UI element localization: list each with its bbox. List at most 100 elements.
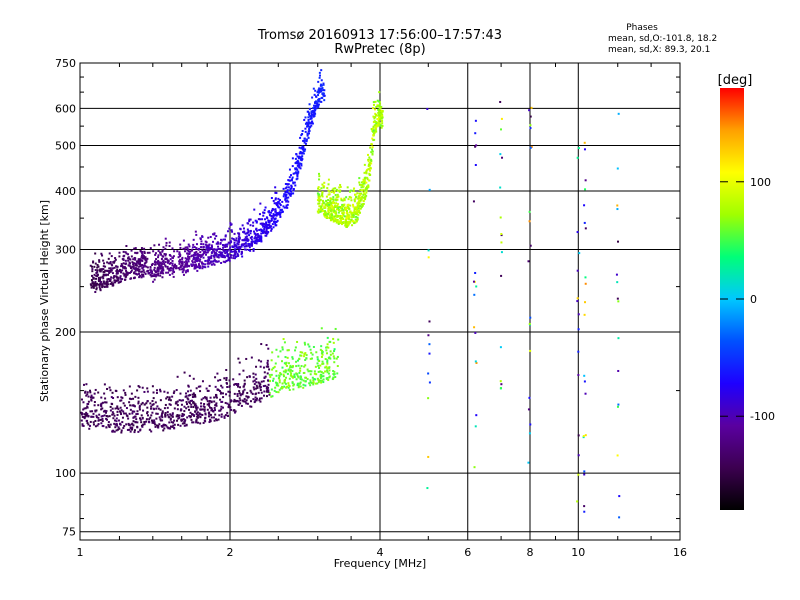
data-point — [100, 408, 103, 411]
data-point — [141, 253, 144, 256]
data-point — [313, 114, 316, 117]
data-point — [213, 252, 216, 255]
data-point — [143, 390, 146, 393]
data-point — [337, 338, 340, 341]
data-point — [203, 409, 206, 412]
data-point — [83, 383, 86, 386]
data-point — [222, 392, 225, 395]
data-point — [101, 425, 104, 428]
data-point — [93, 282, 96, 285]
data-point — [226, 382, 229, 385]
data-point — [294, 168, 297, 171]
data-point — [227, 241, 230, 244]
data-point — [301, 152, 304, 155]
data-point — [224, 238, 227, 241]
data-point — [355, 208, 358, 211]
data-point — [246, 402, 249, 405]
data-point — [161, 410, 164, 413]
data-point — [167, 398, 170, 401]
data-point — [213, 233, 216, 236]
data-point — [240, 253, 243, 256]
data-point — [368, 156, 371, 159]
data-point — [286, 372, 289, 375]
data-point — [183, 424, 186, 427]
data-point — [268, 223, 271, 226]
data-point — [354, 206, 357, 209]
data-point — [204, 416, 207, 419]
data-point — [113, 414, 116, 417]
data-point — [224, 252, 227, 255]
data-point — [285, 376, 288, 379]
data-point — [274, 213, 277, 216]
data-point — [292, 365, 295, 368]
data-point — [259, 365, 262, 368]
sparse-point — [500, 383, 503, 386]
data-point — [268, 224, 271, 227]
data-point — [164, 403, 167, 406]
sparse-point — [428, 381, 431, 384]
data-point — [319, 208, 322, 211]
data-point — [302, 386, 305, 389]
data-point — [105, 417, 108, 420]
data-point — [185, 269, 188, 272]
data-point — [161, 416, 164, 419]
data-point — [279, 372, 282, 375]
data-point — [228, 248, 231, 251]
data-point — [184, 257, 187, 260]
data-point — [334, 211, 337, 214]
data-point — [145, 402, 148, 405]
sparse-point — [583, 141, 586, 144]
data-point — [95, 277, 98, 280]
data-point — [316, 356, 319, 359]
data-point — [96, 263, 99, 266]
data-point — [215, 404, 218, 407]
data-point — [132, 420, 135, 423]
data-point — [293, 383, 296, 386]
data-point — [334, 376, 337, 379]
data-point — [122, 262, 125, 265]
data-point — [279, 213, 282, 216]
data-point — [146, 400, 149, 403]
data-point — [357, 201, 360, 204]
data-point — [106, 387, 109, 390]
data-point — [138, 405, 141, 408]
data-point — [196, 406, 199, 409]
data-point — [220, 261, 223, 264]
data-point — [363, 177, 366, 180]
data-point — [258, 229, 261, 232]
data-point — [349, 189, 352, 192]
data-point — [277, 197, 280, 200]
data-point — [92, 277, 95, 280]
sparse-point — [474, 132, 477, 135]
data-point — [122, 426, 125, 429]
data-point — [377, 100, 380, 103]
data-point — [300, 147, 303, 150]
data-point — [381, 110, 384, 113]
data-point — [352, 203, 355, 206]
data-point — [207, 411, 210, 414]
data-point — [93, 404, 96, 407]
data-point — [198, 264, 201, 267]
data-point — [250, 242, 253, 245]
data-point — [217, 247, 220, 250]
data-point — [94, 269, 97, 272]
data-point — [353, 187, 356, 190]
data-point — [291, 157, 294, 160]
data-point — [219, 398, 222, 401]
data-point — [312, 114, 315, 117]
data-point — [273, 365, 276, 368]
data-point — [315, 107, 318, 110]
data-point — [273, 389, 276, 392]
data-point — [304, 352, 307, 355]
data-point — [113, 430, 116, 433]
data-point — [99, 418, 102, 421]
data-point — [306, 125, 309, 128]
data-point — [232, 254, 235, 257]
data-point — [280, 209, 283, 212]
data-point — [195, 408, 198, 411]
colorbar-tick-label: 0 — [750, 293, 757, 306]
data-point — [115, 270, 118, 273]
data-point — [235, 400, 238, 403]
data-point — [360, 189, 363, 192]
data-point — [339, 185, 342, 188]
